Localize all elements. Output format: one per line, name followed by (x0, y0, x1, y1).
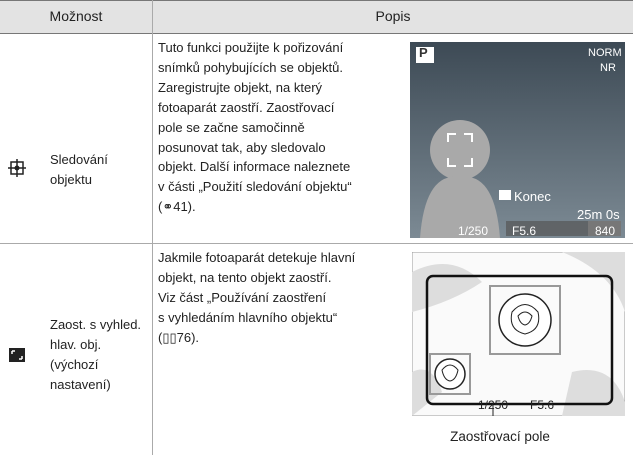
screen-text: Konec (514, 189, 551, 204)
description-line: (▯▯76). (158, 329, 200, 345)
rule (0, 0, 633, 1)
option-text: Sledování (50, 152, 108, 167)
header-cell: Možnost (49, 8, 103, 24)
rule (0, 33, 633, 34)
description-line: Zaregistrujte objekt, na který (158, 79, 323, 95)
screen-text: 1/250 (478, 398, 509, 412)
option-text: Zaost. s vyhled. (50, 317, 142, 332)
description-line: s vyhledáním hlavního objektu“ (158, 309, 338, 325)
subject-icon (9, 348, 25, 362)
option-text: (výchozí (50, 357, 99, 372)
screen-text: NR (600, 62, 616, 74)
screen-text: P (419, 45, 428, 60)
option-text: hlav. obj. (50, 337, 102, 352)
tracking-icon (8, 159, 26, 177)
rule (152, 0, 153, 455)
screen-text: 1/250 (458, 224, 489, 238)
description-line: objekt. Další informace naleznete (158, 159, 351, 175)
option-text: objektu (50, 172, 92, 187)
camera-screen (410, 42, 625, 238)
screen-text: NORM (588, 47, 622, 59)
option-text: nastavení) (50, 377, 111, 392)
description-line: Tuto funkci použijte k pořizování (158, 40, 344, 55)
description-line: fotoaparát zaostří. Zaostřovací (158, 99, 335, 115)
description-line: objekt, na tento objekt zaostří. (158, 269, 332, 285)
description-line: pole se začne samočinně (158, 119, 305, 135)
camera-screen (412, 252, 625, 416)
rule (0, 243, 633, 244)
screen-text: F5.6 (530, 398, 555, 412)
screen-text: 25m 0s (577, 207, 620, 222)
description-line: v části „Použití sledování objektu“ (158, 179, 352, 195)
screen-text: 840 (595, 224, 616, 238)
header-cell: Popis (375, 8, 411, 24)
header-bg (0, 0, 633, 33)
description-line: (⚭41). (158, 199, 196, 215)
description-line: Viz část „Používání zaostření (158, 289, 327, 305)
description-line: posunovat tak, aby sledovalo (158, 139, 326, 155)
description-line: snímků pohybujících se objektů. (158, 59, 343, 75)
caption: Zaostřovací pole (450, 429, 550, 444)
screen-text: F5.6 (512, 224, 537, 238)
description-line: Jakmile fotoaparát detekuje hlavní (158, 250, 356, 265)
